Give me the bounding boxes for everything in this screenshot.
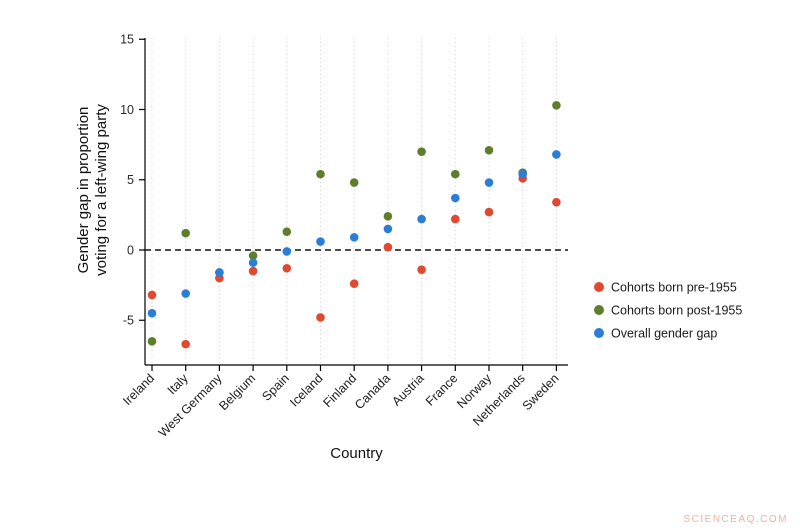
legend-marker bbox=[594, 305, 604, 315]
data-point bbox=[316, 169, 325, 179]
y-tick-label: -5 bbox=[123, 314, 134, 328]
data-point bbox=[349, 178, 359, 187]
data-points bbox=[147, 100, 561, 349]
data-point bbox=[552, 150, 561, 159]
watermark: SCIENCEAQ.COM bbox=[683, 514, 788, 525]
data-point bbox=[552, 197, 561, 207]
data-point bbox=[248, 266, 258, 276]
data-point bbox=[147, 337, 157, 346]
data-point bbox=[316, 313, 325, 322]
data-point bbox=[181, 289, 190, 298]
data-point bbox=[383, 242, 393, 252]
y-axis-title: Gender gap in proportion voting for a lef… bbox=[75, 104, 110, 276]
data-point bbox=[282, 263, 292, 273]
data-point bbox=[417, 214, 426, 224]
axes bbox=[144, 38, 568, 366]
x-tick-label: Canada bbox=[352, 371, 393, 412]
data-point bbox=[451, 169, 460, 179]
data-point bbox=[349, 279, 359, 289]
gridlines bbox=[151, 38, 557, 365]
x-tick-label: Iceland bbox=[287, 371, 325, 409]
data-point bbox=[181, 228, 190, 238]
data-point bbox=[518, 169, 527, 179]
data-point bbox=[451, 193, 460, 203]
data-point bbox=[147, 308, 157, 318]
data-point bbox=[383, 211, 393, 221]
data-point bbox=[181, 339, 190, 349]
data-point bbox=[451, 214, 460, 224]
legend-marker bbox=[594, 328, 604, 338]
legend-marker bbox=[594, 282, 604, 292]
data-point bbox=[282, 247, 292, 256]
x-tick-label: Sweden bbox=[520, 371, 562, 413]
data-point bbox=[484, 178, 494, 187]
data-point bbox=[316, 237, 325, 246]
y-tick-label: 10 bbox=[120, 103, 134, 117]
data-point bbox=[383, 224, 393, 234]
legend-label: Cohorts born post-1955 bbox=[611, 303, 742, 317]
x-tick-label: Belgium bbox=[216, 371, 258, 413]
data-point bbox=[417, 147, 426, 156]
y-axis-ticks: -5 0 5 10 15 bbox=[120, 33, 145, 328]
legend-label: Overall gender gap bbox=[611, 326, 717, 340]
data-point bbox=[349, 233, 359, 242]
y-tick-label: 5 bbox=[127, 173, 134, 187]
x-tick-label: Austria bbox=[389, 371, 426, 408]
data-point bbox=[215, 268, 224, 277]
legend-label: Cohorts born pre-1955 bbox=[611, 280, 737, 294]
x-axis-title: Country bbox=[330, 445, 383, 462]
x-tick-label: Italy bbox=[165, 371, 192, 398]
data-point bbox=[417, 265, 426, 274]
y-axis-title-line: Gender gap in proportion bbox=[75, 107, 92, 274]
data-point bbox=[147, 290, 157, 300]
y-tick-label: 0 bbox=[127, 243, 134, 257]
data-point bbox=[248, 251, 258, 260]
data-point bbox=[484, 145, 494, 155]
x-tick-label: Ireland bbox=[120, 371, 157, 408]
data-point bbox=[484, 207, 494, 217]
data-point bbox=[282, 227, 292, 237]
y-axis-title-line: voting for a left-wing party bbox=[93, 104, 110, 276]
data-point bbox=[552, 100, 561, 110]
y-tick-label: 15 bbox=[120, 33, 134, 47]
data-point bbox=[248, 258, 258, 267]
legend: Cohorts born pre-1955 Cohorts born post-1… bbox=[594, 280, 742, 340]
